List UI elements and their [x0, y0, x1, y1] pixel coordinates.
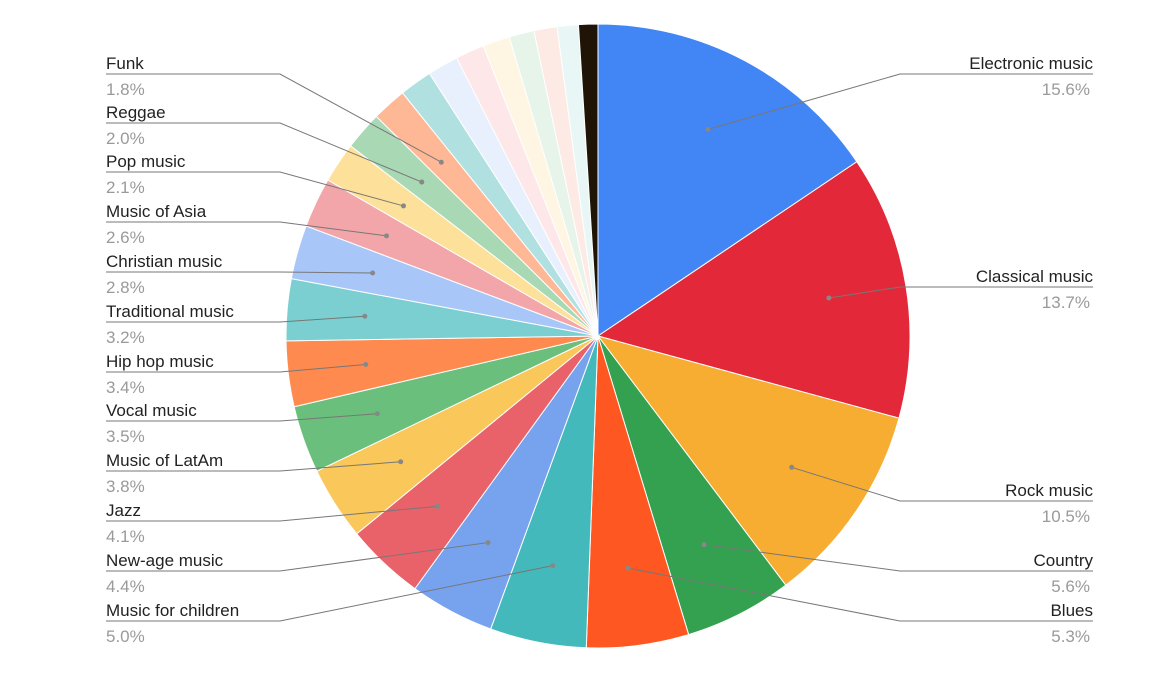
- label-vocal-music: Vocal music 3.5%: [106, 401, 380, 446]
- slice-electronic-music: [597, 23, 858, 337]
- slice-value-label: 3.4%: [106, 378, 145, 397]
- leader-line: [828, 286, 1093, 299]
- slice-value-label: 3.8%: [106, 477, 145, 496]
- slice-value-label: 10.5%: [1042, 507, 1090, 526]
- leader-line: [106, 505, 438, 522]
- leader-dot: [383, 233, 389, 239]
- leader-dot: [362, 313, 368, 319]
- leader-line: [106, 364, 366, 373]
- slice-name-label: Blues: [1050, 601, 1093, 620]
- slice-value-label: 5.3%: [1051, 627, 1090, 646]
- label-blues: Blues 5.3%: [625, 565, 1093, 646]
- leader-dot: [370, 270, 376, 276]
- leader-line: [106, 461, 401, 472]
- slice-value-label: 2.8%: [106, 278, 145, 297]
- leader-line: [106, 73, 442, 163]
- label-hip-hop-music: Hip hop music 3.4%: [106, 352, 369, 397]
- label-christian-music: Christian music 2.8%: [106, 252, 376, 297]
- slice-value-label: 5.6%: [1051, 577, 1090, 596]
- leader-dot: [485, 540, 491, 546]
- label-traditional-music: Traditional music 3.2%: [106, 302, 368, 347]
- leader-dot: [374, 411, 380, 417]
- leader-line: [707, 73, 1093, 130]
- leader-line: [106, 413, 378, 422]
- slice-value-label: 1.8%: [106, 80, 145, 99]
- label-funk: Funk 1.8%: [106, 54, 444, 165]
- slice-name-label: Jazz: [106, 501, 141, 520]
- slice-name-label: Music for children: [106, 601, 239, 620]
- leader-dot: [550, 563, 556, 569]
- slice-classical-music: [596, 161, 911, 419]
- slice-rock-music: [596, 335, 900, 586]
- label-music-of-asia: Music of Asia 2.6%: [106, 202, 389, 247]
- pie-labels: Electronic music 15.6% Classical music 13.7…: [106, 54, 1093, 646]
- leader-line: [106, 271, 373, 274]
- leader-line: [791, 466, 1093, 502]
- leader-dot: [435, 503, 441, 509]
- leader-line: [106, 171, 404, 207]
- leader-line: [627, 567, 1093, 622]
- leader-dot: [400, 203, 406, 209]
- leader-dot: [789, 464, 795, 470]
- label-reggae: Reggae 2.0%: [106, 103, 425, 185]
- leader-line: [106, 542, 489, 572]
- leader-dot: [701, 542, 707, 548]
- label-new-age-music: New-age music 4.4%: [106, 540, 491, 596]
- leader-line: [703, 544, 1093, 572]
- slice-value-label: 13.7%: [1042, 293, 1090, 312]
- leader-dot: [438, 159, 444, 165]
- label-rock-music: Rock music 10.5%: [789, 464, 1093, 526]
- label-music-of-latam: Music of LatAm 3.8%: [106, 451, 404, 496]
- label-jazz: Jazz 4.1%: [106, 501, 441, 546]
- leader-dot: [363, 362, 369, 368]
- leader-line: [106, 122, 422, 183]
- leader-dot: [625, 565, 631, 571]
- slice-name-label: Classical music: [976, 267, 1094, 286]
- leader-dot: [705, 126, 711, 132]
- slice-name-label: Pop music: [106, 152, 186, 171]
- leader-dot: [826, 295, 832, 301]
- slice-value-label: 4.1%: [106, 527, 145, 546]
- slice-name-label: Hip hop music: [106, 352, 214, 371]
- slice-value-label: 4.4%: [106, 577, 145, 596]
- slice-name-label: Vocal music: [106, 401, 197, 420]
- slice-value-label: 2.6%: [106, 228, 145, 247]
- slice-slice-24: [577, 23, 599, 337]
- leader-dot: [419, 179, 425, 185]
- slice-name-label: Traditional music: [106, 302, 234, 321]
- pie-slices: [285, 23, 911, 649]
- slice-name-label: Rock music: [1005, 481, 1093, 500]
- slice-name-label: Funk: [106, 54, 144, 73]
- slice-name-label: Reggae: [106, 103, 166, 122]
- slice-value-label: 3.5%: [106, 427, 145, 446]
- slice-value-label: 2.1%: [106, 178, 145, 197]
- leader-dot: [398, 459, 404, 465]
- slice-name-label: Electronic music: [969, 54, 1093, 73]
- leader-line: [106, 315, 365, 323]
- slice-value-label: 15.6%: [1042, 80, 1090, 99]
- slice-name-label: New-age music: [106, 551, 224, 570]
- label-electronic-music: Electronic music 15.6%: [705, 54, 1093, 132]
- label-music-for-children: Music for children 5.0%: [106, 563, 556, 646]
- slice-value-label: 5.0%: [106, 627, 145, 646]
- slice-name-label: Music of LatAm: [106, 451, 223, 470]
- label-classical-music: Classical music 13.7%: [826, 267, 1093, 312]
- slice-name-label: Music of Asia: [106, 202, 207, 221]
- label-pop-music: Pop music 2.1%: [106, 152, 406, 209]
- slice-value-label: 2.0%: [106, 129, 145, 148]
- leader-line: [106, 565, 553, 622]
- label-country: Country 5.6%: [701, 542, 1093, 596]
- slice-value-label: 3.2%: [106, 328, 145, 347]
- slice-name-label: Country: [1033, 551, 1093, 570]
- leader-line: [106, 221, 387, 237]
- slice-name-label: Christian music: [106, 252, 223, 271]
